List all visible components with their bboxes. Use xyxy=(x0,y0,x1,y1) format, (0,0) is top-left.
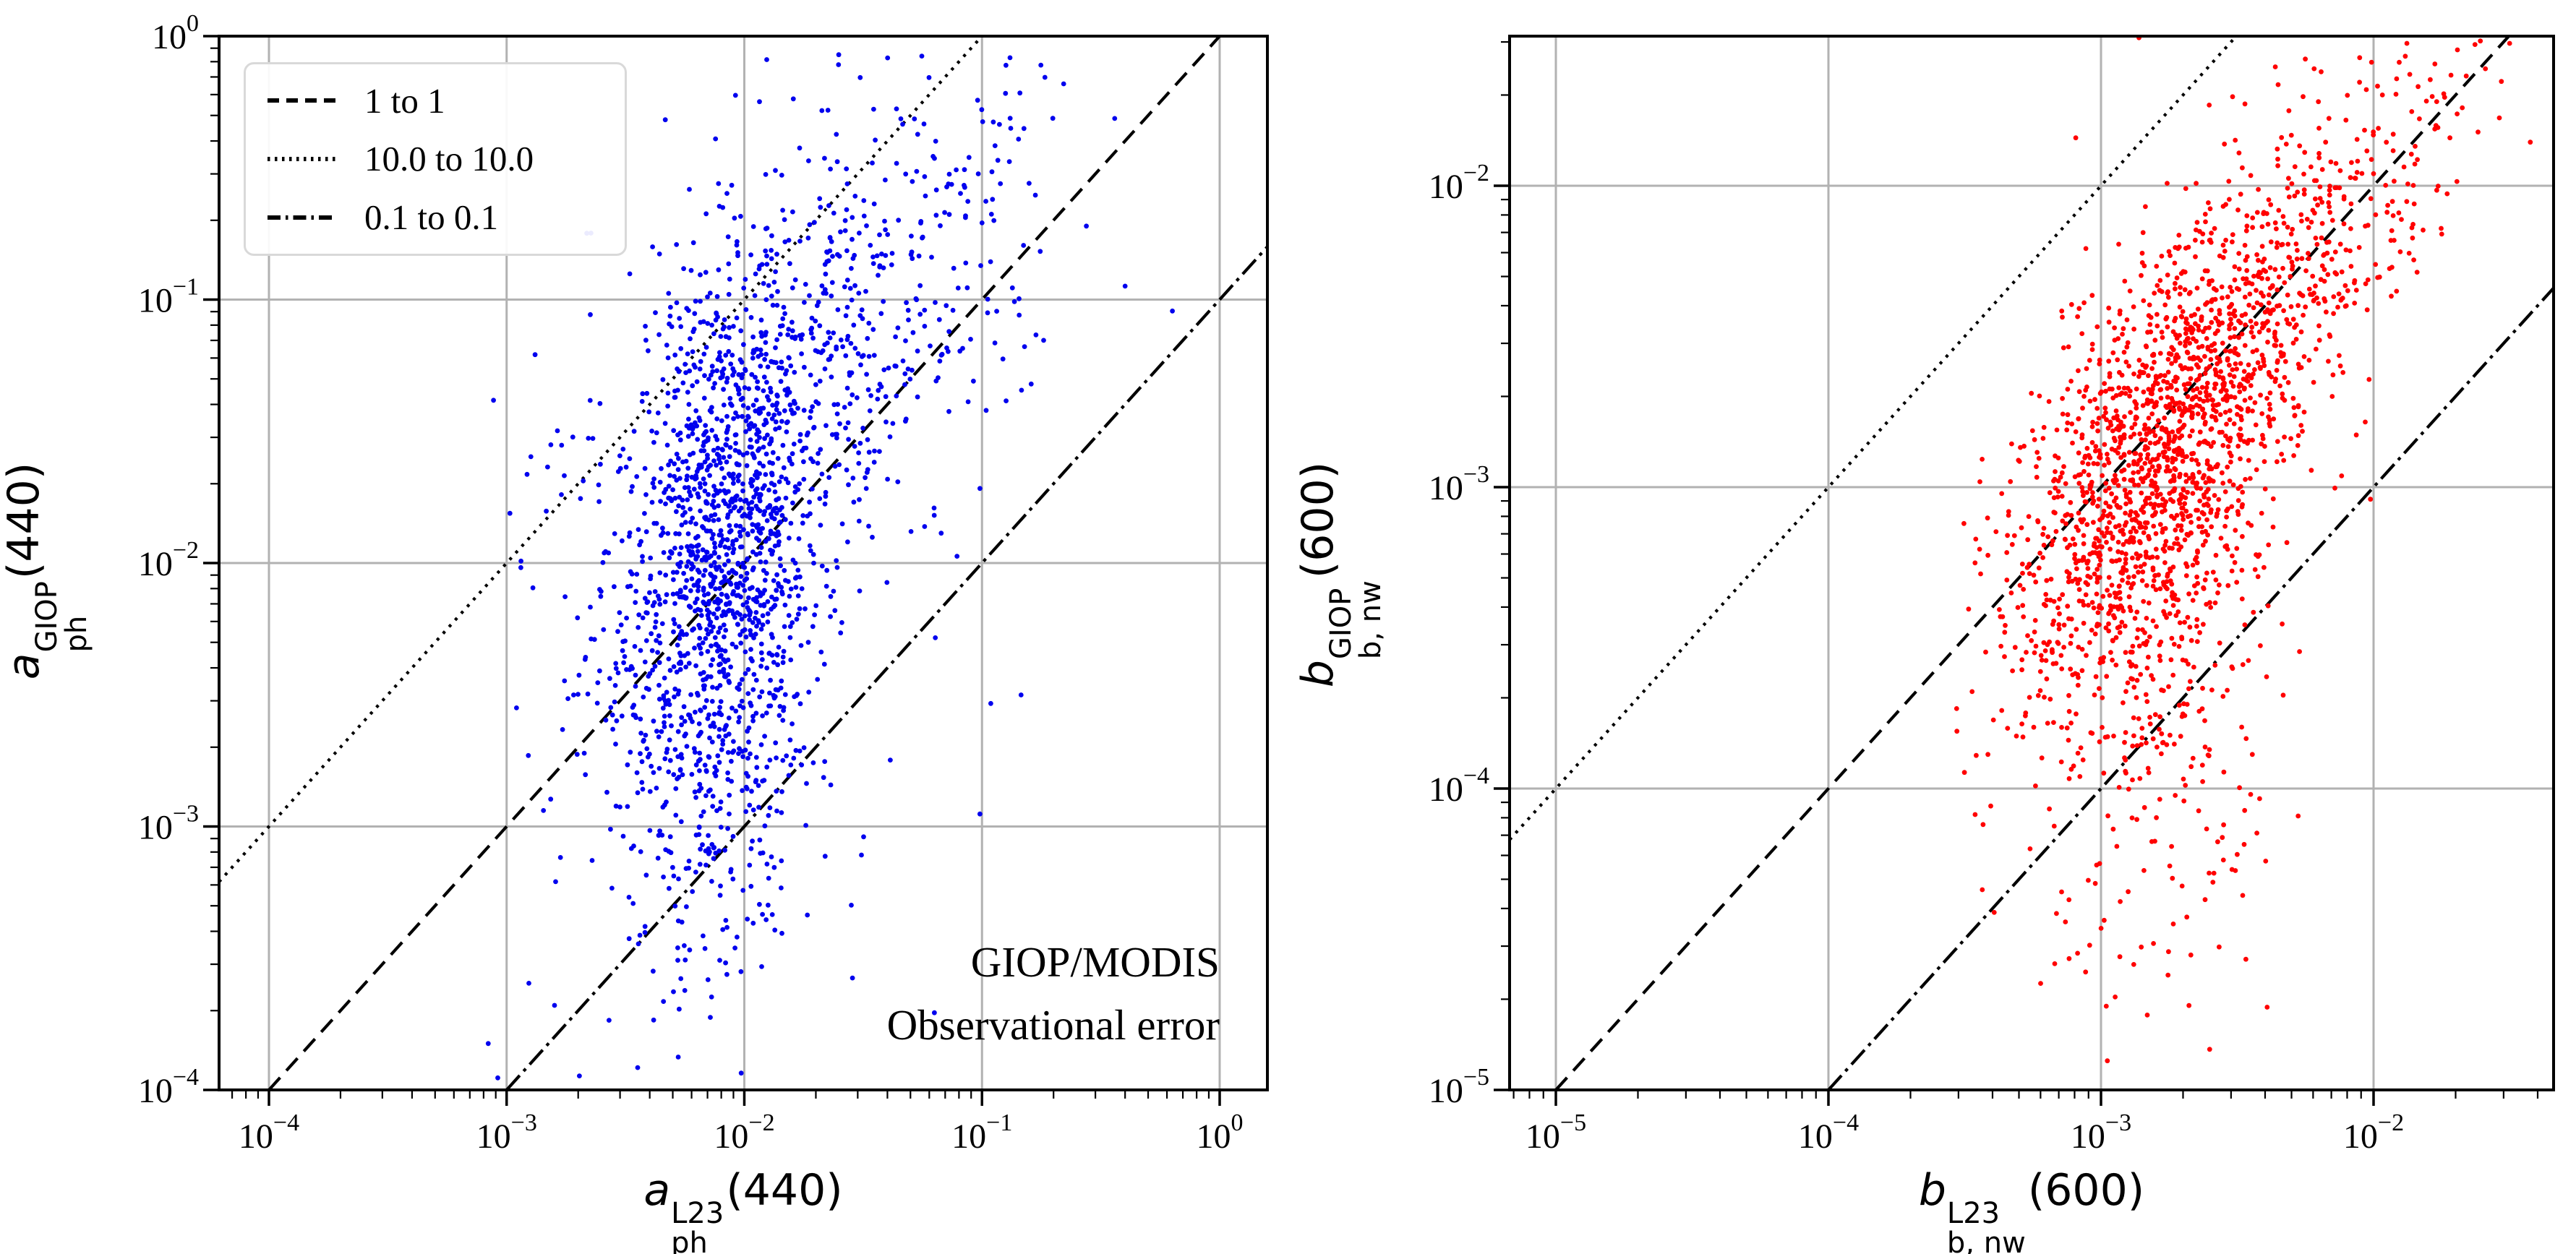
legend-label: 10.0 to 10.0 xyxy=(364,139,534,179)
legend-entry-1to1: 1 to 1 xyxy=(266,83,617,119)
right-gridlines xyxy=(1510,36,2554,1091)
annotation-line-1: GIOP/MODIS xyxy=(970,938,1220,986)
svg-text:10−3: 10−3 xyxy=(1429,461,1489,507)
svg-text:10−5: 10−5 xyxy=(1526,1109,1586,1156)
svg-text:10−4: 10−4 xyxy=(1429,763,1489,809)
right-xaxis-label: b L23 b, nw (600) xyxy=(1918,1165,2145,1254)
left-ticks xyxy=(203,35,1221,1106)
svg-text:10−2: 10−2 xyxy=(1429,160,1489,206)
right-reference-lines xyxy=(1510,36,2554,1090)
legend-entry-10to10: 10.0 to 10.0 xyxy=(266,141,617,176)
dashed-line-sample-icon xyxy=(268,98,337,103)
dashdot-line-sample-icon xyxy=(268,215,337,220)
left-xaxis-label: a L23 ph (440) xyxy=(643,1165,843,1254)
svg-text:10−2: 10−2 xyxy=(2343,1109,2404,1156)
right-scatter-points xyxy=(1954,36,2533,1064)
right-tick-labels: 10−5 10−4 10−3 10−2 10−5 10−4 10−3 10−2 xyxy=(1429,160,2404,1156)
right-ticks xyxy=(1494,40,2539,1106)
annotation-text: GIOP/MODIS Observational error xyxy=(887,931,1220,1056)
svg-text:10−4: 10−4 xyxy=(1798,1109,1859,1156)
legend-entry-01to01: 0.1 to 0.1 xyxy=(266,199,617,235)
legend-label: 0.1 to 0.1 xyxy=(364,197,499,238)
svg-text:10−5: 10−5 xyxy=(1429,1064,1489,1110)
right-axes-spines xyxy=(1508,35,2555,1091)
dotted-line-sample-icon xyxy=(268,156,337,161)
svg-text:10−3: 10−3 xyxy=(2071,1109,2131,1156)
legend-label: 1 to 1 xyxy=(364,80,445,121)
annotation-line-2: Observational error xyxy=(886,1000,1220,1049)
legend: 1 to 1 10.0 to 10.0 0.1 to 0.1 xyxy=(244,62,627,256)
left-scatter-points xyxy=(485,52,1175,1081)
